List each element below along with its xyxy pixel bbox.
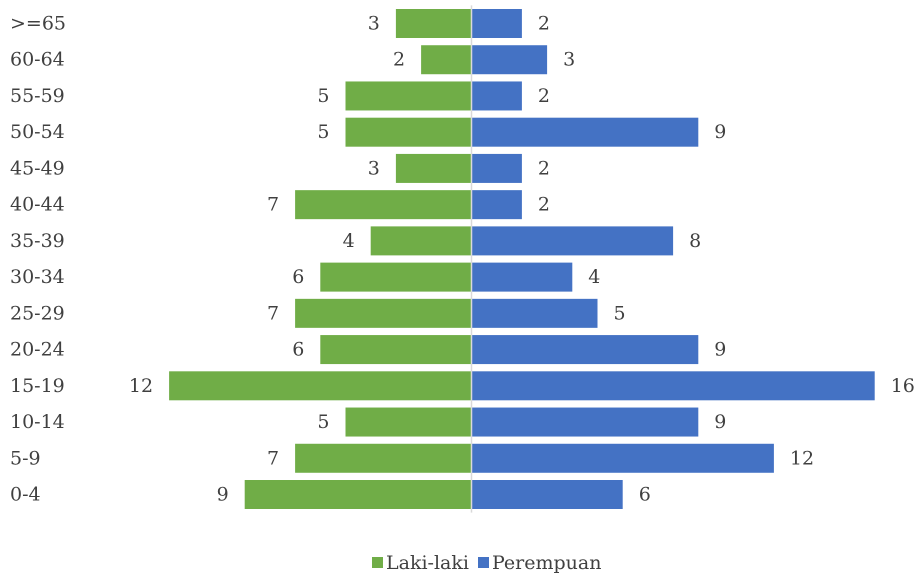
legend-swatch-laki-laki (372, 557, 383, 568)
bar-perempuan-10-14 (471, 407, 699, 437)
value-label-laki-laki-45-49: 3 (368, 157, 380, 179)
value-label-laki-laki-5-9: 7 (267, 447, 279, 469)
category-label-gte-65: >=65 (10, 13, 66, 35)
legend-swatch-perempuan (478, 557, 489, 568)
value-label-perempuan-30-34: 4 (588, 266, 600, 288)
bar-perempuan-45-49 (471, 153, 522, 183)
bar-perempuan-50-54 (471, 117, 699, 147)
value-label-perempuan-25-29: 5 (614, 302, 626, 324)
bar-perempuan-15-19 (471, 371, 875, 401)
bar-perempuan-35-39 (471, 226, 674, 256)
value-label-laki-laki-60-64: 2 (393, 49, 405, 71)
value-label-laki-laki-35-39: 4 (343, 230, 355, 252)
value-label-perempuan-5-9: 12 (790, 447, 814, 469)
bar-laki-laki-45-49 (395, 153, 472, 183)
category-labels-group: 0-4 5-9 10-14 15-19 20-24 25-29 30-34 35-39 40-4… (10, 13, 66, 506)
category-label-35-39: 35-39 (10, 230, 65, 252)
legend: Laki-laki Perempuan (372, 552, 601, 574)
category-label-40-44: 40-44 (10, 194, 65, 216)
value-label-perempuan-50-54: 9 (714, 121, 726, 143)
category-label-30-34: 30-34 (10, 266, 65, 288)
category-label-10-14: 10-14 (10, 411, 65, 433)
category-label-55-59: 55-59 (10, 85, 65, 107)
bar-laki-laki-25-29 (295, 298, 472, 328)
value-label-perempuan-10-14: 9 (714, 411, 726, 433)
value-label-laki-laki-10-14: 5 (317, 411, 329, 433)
bar-laki-laki-0-4 (244, 480, 472, 509)
bar-laki-laki-20-24 (320, 335, 472, 365)
bar-laki-laki-40-44 (295, 190, 472, 220)
value-label-laki-laki-55-59: 5 (317, 85, 329, 107)
value-label-perempuan-45-49: 2 (538, 157, 550, 179)
bar-laki-laki-30-34 (320, 262, 472, 292)
legend-label-laki-laki: Laki-laki (386, 552, 469, 574)
value-label-laki-laki-30-34: 6 (292, 266, 304, 288)
value-label-perempuan-0-4: 6 (639, 484, 651, 506)
category-label-5-9: 5-9 (10, 447, 41, 469)
value-label-perempuan-55-59: 2 (538, 85, 550, 107)
category-label-45-49: 45-49 (10, 157, 65, 179)
bar-laki-laki-55-59 (345, 81, 472, 111)
value-labels-group: 9 67 125 912 166 97 56 44 87 23 25 95 22 33 2 (129, 13, 915, 506)
legend-label-perempuan: Perempuan (492, 552, 601, 574)
bar-perempuan-0-4 (471, 480, 623, 509)
bar-perempuan-60-64 (471, 45, 548, 75)
bar-laki-laki-60-64 (421, 45, 472, 75)
value-label-perempuan-60-64: 3 (563, 49, 575, 71)
value-label-laki-laki-20-24: 6 (292, 339, 304, 361)
category-label-20-24: 20-24 (10, 339, 65, 361)
bar-laki-laki-gte-65 (395, 9, 472, 38)
value-label-laki-laki-25-29: 7 (267, 302, 279, 324)
value-label-laki-laki-0-4: 9 (217, 484, 229, 506)
category-label-60-64: 60-64 (10, 49, 65, 71)
value-label-laki-laki-gte-65: 3 (368, 13, 380, 35)
bar-perempuan-25-29 (471, 298, 598, 328)
bar-laki-laki-50-54 (345, 117, 472, 147)
bar-laki-laki-35-39 (370, 226, 472, 256)
bar-perempuan-40-44 (471, 190, 522, 220)
bar-perempuan-30-34 (471, 262, 573, 292)
bar-laki-laki-10-14 (345, 407, 472, 437)
bar-laki-laki-5-9 (295, 443, 472, 473)
bar-perempuan-5-9 (471, 443, 774, 473)
bar-perempuan-gte-65 (471, 9, 522, 38)
category-label-15-19: 15-19 (10, 375, 65, 397)
bar-perempuan-55-59 (471, 81, 522, 111)
value-label-laki-laki-15-19: 12 (129, 375, 153, 397)
value-label-laki-laki-50-54: 5 (317, 121, 329, 143)
value-label-perempuan-35-39: 8 (689, 230, 701, 252)
value-label-laki-laki-40-44: 7 (267, 194, 279, 216)
value-label-perempuan-15-19: 16 (891, 375, 915, 397)
value-label-perempuan-20-24: 9 (714, 339, 726, 361)
bar-perempuan-20-24 (471, 335, 699, 365)
bars-group (169, 9, 875, 509)
value-label-perempuan-gte-65: 2 (538, 13, 550, 35)
category-label-0-4: 0-4 (10, 484, 41, 506)
bar-laki-laki-15-19 (169, 371, 472, 401)
category-label-25-29: 25-29 (10, 302, 65, 324)
value-label-perempuan-40-44: 2 (538, 194, 550, 216)
category-label-50-54: 50-54 (10, 121, 65, 143)
